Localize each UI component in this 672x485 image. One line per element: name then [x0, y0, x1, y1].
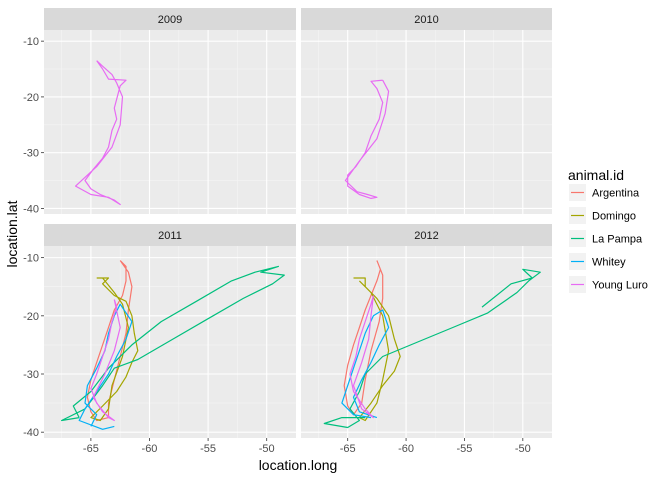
y-tick-label: -40: [23, 427, 39, 439]
facet-strip-label: 2011: [158, 230, 182, 242]
y-axes: -10 -20 -30 -40 -10 -20 -30 -40: [23, 36, 44, 439]
legend-item-la-pampa: La Pampa: [569, 230, 643, 247]
y-axis-title: location.lat: [4, 200, 20, 267]
x-tick-label: -60: [398, 443, 414, 455]
y-tick-label: -20: [23, 311, 39, 323]
legend-item-young-luro: Young Luro: [569, 276, 648, 293]
y-tick-label: -10: [23, 253, 39, 265]
y-tick-label: -40: [23, 203, 39, 215]
x-tick-label: -50: [515, 443, 531, 455]
legend-title: animal.id: [568, 167, 624, 183]
facet-strip: [301, 224, 552, 246]
series-line-domingo-2012: [353, 277, 401, 422]
legend-label: Domingo: [592, 211, 636, 223]
series-line-whitey-2011: [78, 303, 133, 430]
facet-2012: 2012: [301, 224, 552, 438]
x-tick-label: -60: [142, 443, 158, 455]
x-axis-title: location.long: [259, 457, 338, 473]
x-tick-label: -50: [259, 443, 275, 455]
facet-strip: [301, 8, 552, 30]
series-line-young-luro-2012: [349, 295, 374, 419]
panel-background: [301, 30, 552, 214]
series-line-la-pampa-2012: [323, 268, 541, 429]
facet-2010: 2010: [301, 8, 552, 214]
legend-label: La Pampa: [592, 234, 643, 246]
y-tick-label: -20: [23, 92, 39, 104]
x-tick-label: -55: [200, 443, 216, 455]
panel-background: [44, 246, 296, 438]
facet-strip: [44, 8, 296, 30]
legend-label: Whitey: [592, 257, 626, 269]
facet-strip-label: 2010: [414, 14, 438, 26]
y-tick-label: -10: [23, 36, 39, 48]
series-line-young-luro-2011: [90, 299, 121, 422]
x-tick-label: -65: [83, 443, 99, 455]
y-tick-label: -30: [23, 369, 39, 381]
x-tick-label: -55: [456, 443, 472, 455]
facet-strip: [44, 224, 296, 246]
panel-background: [44, 30, 296, 214]
legend-label: Young Luro: [592, 280, 648, 292]
legend-items: Argentina Domingo La Pampa Whitey Young Luro: [569, 184, 648, 293]
facet-strip-label: 2009: [158, 14, 182, 26]
series-line-young-luro-2009: [75, 60, 127, 206]
facet-2009: 2009: [44, 8, 296, 214]
series-line-young-luro-2010: [344, 79, 390, 199]
legend-item-argentina: Argentina: [569, 184, 640, 201]
y-tick-label: -30: [23, 148, 39, 160]
legend: animal.id Argentina Domingo La Pampa Whitey…: [568, 167, 648, 293]
series-line-whitey-2012: [341, 309, 390, 419]
legend-label: Argentina: [592, 188, 640, 200]
x-tick-label: -65: [340, 443, 356, 455]
legend-item-whitey: Whitey: [569, 253, 626, 270]
series-line-la-pampa-2011: [61, 265, 285, 422]
facet-panels: 2009 2010 2011 2012: [44, 8, 552, 438]
facet-strip-label: 2012: [414, 230, 438, 242]
facet-2011: 2011: [44, 224, 296, 438]
legend-item-domingo: Domingo: [569, 207, 636, 224]
panel-background: [301, 246, 552, 438]
x-axes: -65 -60 -55 -50 -65 -60 -55 -50: [83, 438, 531, 455]
